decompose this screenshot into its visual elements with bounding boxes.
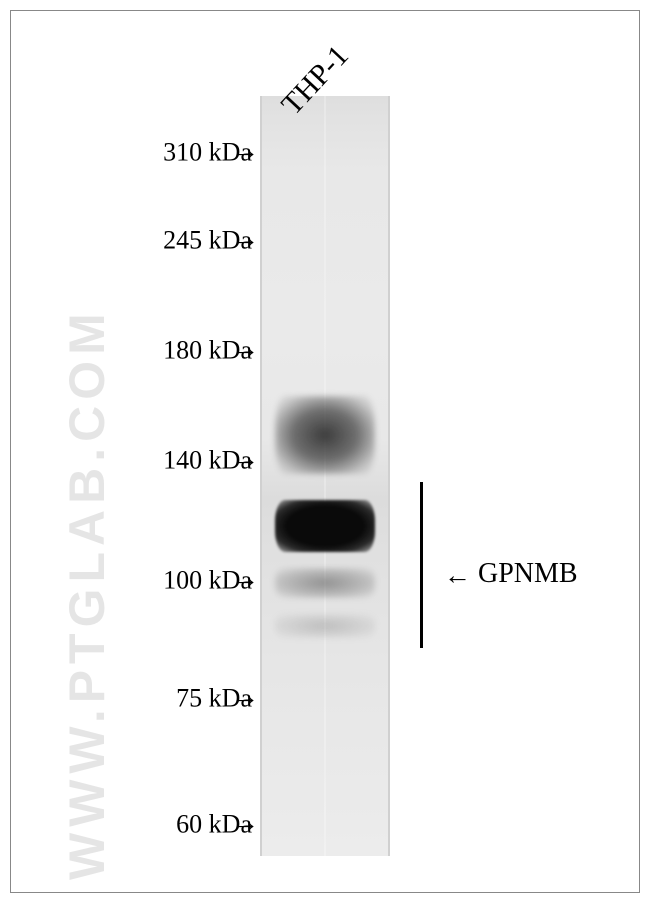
watermark: WWW.PTGLAB.COM	[58, 307, 116, 880]
mw-arrow-180	[232, 351, 258, 353]
mw-arrow-60	[232, 825, 258, 827]
band-lower-faint	[275, 568, 376, 598]
mw-arrow-245	[232, 241, 258, 243]
band-main-gpnmb	[275, 500, 376, 552]
blot-lane	[260, 96, 390, 856]
watermark-text: WWW.PTGLAB.COM	[59, 307, 115, 880]
mw-arrow-100	[232, 581, 258, 583]
mw-arrow-75	[232, 699, 258, 701]
band-lower-veryfaint	[275, 614, 376, 638]
figure-canvas: WWW.PTGLAB.COM THP-1 310 kDa 245 kDa 180…	[0, 0, 650, 903]
mw-arrow-310	[232, 153, 258, 155]
target-arrow-icon: ←	[444, 560, 471, 591]
mw-arrow-140	[232, 461, 258, 463]
target-span-bar	[420, 482, 423, 648]
target-protein-label: GPNMB	[478, 558, 578, 590]
band-upper-diffuse	[275, 396, 376, 474]
